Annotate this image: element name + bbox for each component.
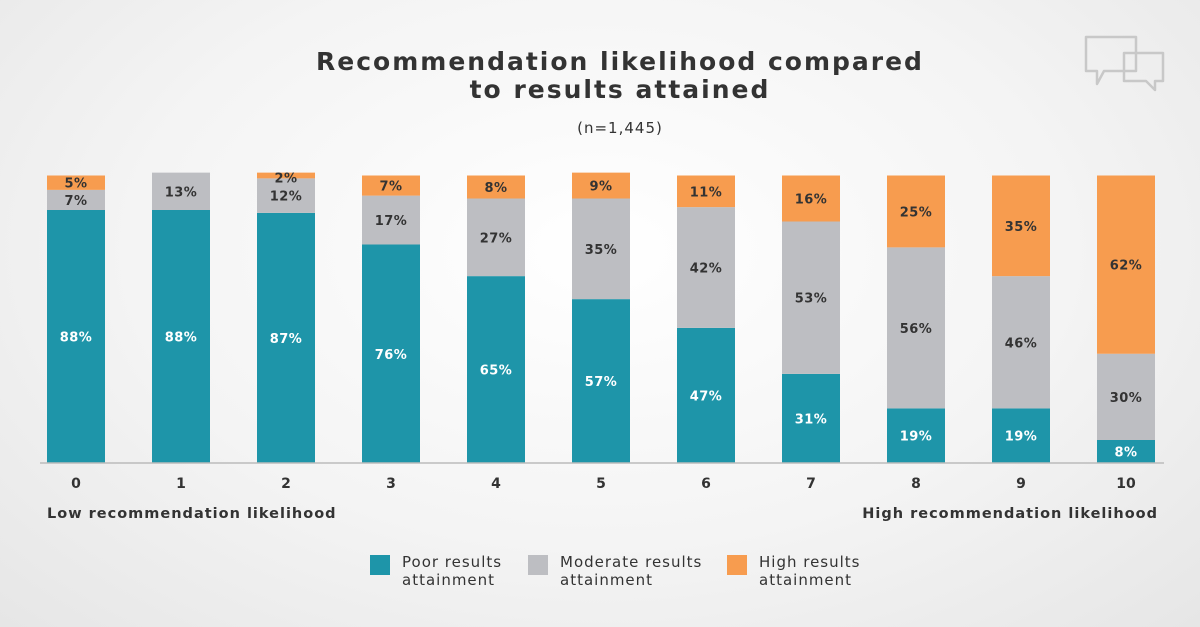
axis-note-low: Low recommendation likelihood: [47, 506, 337, 522]
bar-segment-moderate-3: [362, 195, 420, 245]
bars-layer: 88% 7% 5% 88% 13% 87% 12% 2% 76% 17% 7% 65% 27% 8% 57%…: [47, 172, 1155, 463]
legend-label-high-line-1: High results: [759, 553, 861, 571]
bar-segment-poor-5: [572, 299, 630, 463]
data-label-poor-1: 88%: [165, 331, 198, 346]
legend-label-poor-line-2: attainment: [402, 571, 495, 589]
data-label-moderate-5: 35%: [585, 243, 618, 258]
x-tick-label-2: 2: [281, 476, 291, 492]
data-label-moderate-7: 53%: [795, 292, 828, 307]
data-label-poor-5: 57%: [585, 375, 618, 390]
bar-segment-moderate-6: [677, 207, 735, 328]
x-tick-label-1: 1: [176, 476, 186, 492]
data-label-poor-7: 31%: [795, 412, 828, 427]
bar-segment-high-10: [1097, 175, 1155, 354]
data-label-poor-9: 19%: [1005, 430, 1038, 445]
data-label-moderate-10: 30%: [1110, 391, 1143, 406]
x-tick-label-0: 0: [71, 476, 81, 492]
x-tick-label-4: 4: [491, 476, 501, 492]
bar-segment-poor-4: [467, 276, 525, 463]
legend-swatch-high: [727, 555, 747, 575]
bar-segment-high-6: [677, 175, 735, 208]
data-label-high-3: 7%: [379, 180, 402, 195]
x-tick-label-7: 7: [806, 476, 816, 492]
bar-segment-high-2: [257, 172, 315, 179]
bar-segment-high-5: [572, 172, 630, 199]
data-label-high-7: 16%: [795, 193, 828, 208]
bar-segment-poor-0: [47, 210, 105, 463]
data-label-moderate-4: 27%: [480, 231, 513, 246]
data-label-high-10: 62%: [1110, 259, 1143, 274]
data-label-poor-10: 8%: [1114, 446, 1137, 461]
bar-segment-poor-7: [782, 373, 840, 463]
bar-segment-high-8: [887, 175, 945, 248]
bar-segment-moderate-8: [887, 247, 945, 409]
legend-swatch-moderate: [528, 555, 548, 575]
data-label-high-9: 35%: [1005, 220, 1038, 235]
bar-segment-high-3: [362, 175, 420, 196]
data-label-moderate-0: 7%: [64, 194, 87, 209]
bar-segment-moderate-0: [47, 189, 105, 210]
data-label-moderate-3: 17%: [375, 214, 408, 229]
data-label-poor-3: 76%: [375, 348, 408, 363]
bar-segment-poor-1: [152, 210, 210, 463]
legend-label-moderate-line-2: attainment: [560, 571, 653, 589]
bar-segment-moderate-9: [992, 276, 1050, 409]
bar-segment-moderate-4: [467, 198, 525, 277]
data-label-poor-8: 19%: [900, 430, 933, 445]
bar-segment-poor-8: [887, 408, 945, 463]
data-label-moderate-6: 42%: [690, 262, 723, 277]
data-label-high-2: 2%: [274, 172, 297, 187]
bar-segment-moderate-7: [782, 221, 840, 374]
axis-note-high: High recommendation likelihood: [862, 506, 1158, 522]
x-tick-label-3: 3: [386, 476, 396, 492]
bar-segment-moderate-10: [1097, 353, 1155, 440]
chart-subtitle: (n=1,445): [577, 119, 663, 137]
data-label-poor-6: 47%: [690, 389, 723, 404]
data-label-high-8: 25%: [900, 205, 933, 220]
bar-segment-moderate-1: [152, 172, 210, 210]
legend-swatch-poor: [370, 555, 390, 575]
x-tick-label-5: 5: [596, 476, 606, 492]
legend-label-poor-line-1: Poor results: [402, 553, 502, 571]
data-label-moderate-8: 56%: [900, 322, 933, 337]
bar-segment-poor-3: [362, 244, 420, 463]
x-axis-ticks: 0 1 2 3 4 5 6 7 8 9 10: [71, 476, 1136, 492]
x-tick-label-10: 10: [1116, 476, 1136, 492]
chart-title-line-1: Recommendation likelihood compared: [316, 47, 924, 76]
data-label-moderate-2: 12%: [270, 190, 303, 205]
bar-segment-high-7: [782, 175, 840, 222]
bar-segment-moderate-2: [257, 178, 315, 213]
data-label-high-4: 8%: [484, 181, 507, 196]
bar-segment-high-0: [47, 175, 105, 190]
speech-bubbles-icon: [1084, 35, 1165, 92]
legend-label-high-line-2: attainment: [759, 571, 852, 589]
legend-label-moderate-line-1: Moderate results: [560, 553, 702, 571]
data-label-poor-4: 65%: [480, 364, 513, 379]
data-label-high-0: 5%: [64, 177, 87, 192]
chart-title-line-2: to results attained: [470, 75, 771, 104]
bar-segment-poor-2: [257, 212, 315, 463]
data-label-poor-2: 87%: [270, 332, 303, 347]
data-label-high-6: 11%: [690, 185, 723, 200]
data-label-moderate-1: 13%: [165, 185, 198, 200]
data-label-poor-0: 88%: [60, 331, 93, 346]
data-label-high-5: 9%: [589, 180, 612, 195]
x-tick-label-8: 8: [911, 476, 921, 492]
bar-segment-high-9: [992, 175, 1050, 277]
x-tick-label-6: 6: [701, 476, 711, 492]
bar-segment-moderate-5: [572, 198, 630, 300]
bar-segment-poor-6: [677, 327, 735, 463]
x-tick-label-9: 9: [1016, 476, 1026, 492]
data-label-moderate-9: 46%: [1005, 336, 1038, 351]
bar-segment-high-4: [467, 175, 525, 199]
bar-segment-poor-9: [992, 408, 1050, 463]
bar-segment-poor-10: [1097, 440, 1155, 463]
